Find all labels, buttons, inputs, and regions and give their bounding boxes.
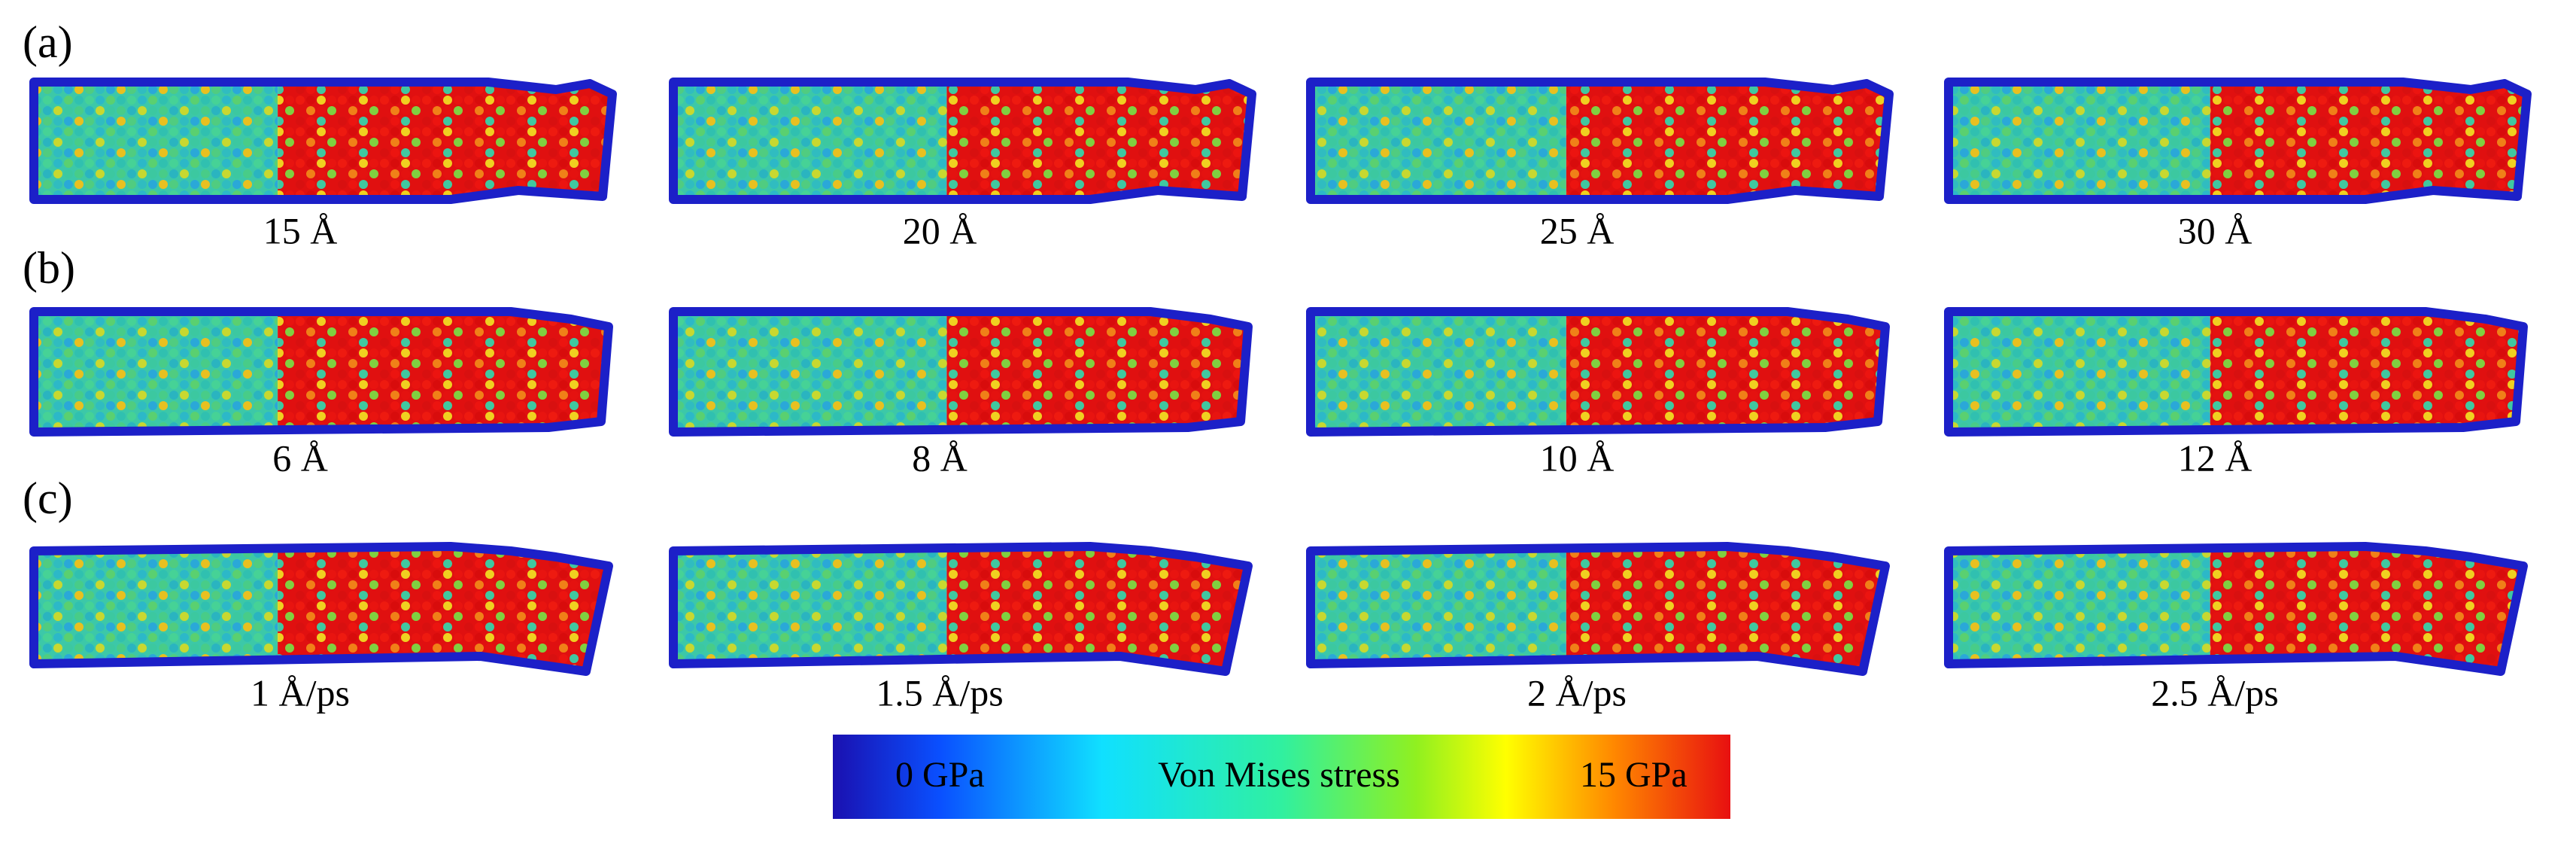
specimen xyxy=(34,546,609,671)
specimen-outline xyxy=(1944,78,2532,204)
panel-caption: 15 Å xyxy=(263,209,338,251)
specimen-outline xyxy=(1306,542,1890,676)
specimen xyxy=(34,312,609,432)
low-stress-region xyxy=(34,546,278,671)
low-stress-region xyxy=(34,82,278,199)
low-stress-region xyxy=(673,82,947,199)
high-stress-region xyxy=(278,312,609,432)
high-stress-region xyxy=(2210,312,2523,432)
row-label: (a) xyxy=(23,17,73,67)
high-stress-region xyxy=(278,82,612,199)
specimen xyxy=(34,82,612,199)
specimen xyxy=(673,546,1248,671)
specimen xyxy=(1949,82,2527,199)
low-stress-region xyxy=(1949,82,2210,199)
low-stress-region xyxy=(1311,312,1566,432)
row-label: (c) xyxy=(23,473,73,523)
specimen xyxy=(1311,546,1885,671)
high-stress-region xyxy=(2210,82,2527,199)
high-stress-region xyxy=(2210,546,2523,671)
low-stress-region xyxy=(1311,82,1566,199)
low-stress-region xyxy=(1949,546,2210,671)
panel-caption: 12 Å xyxy=(2178,437,2252,479)
high-stress-region xyxy=(1566,82,1889,199)
low-stress-region xyxy=(673,546,947,671)
colorbar-title: Von Mises stress xyxy=(1158,755,1400,795)
specimen-outline xyxy=(669,542,1253,676)
specimen-outline xyxy=(669,78,1256,204)
panel-caption: 25 Å xyxy=(1540,209,1615,251)
colorbar-min: 0 GPa xyxy=(895,755,985,795)
specimen xyxy=(1949,546,2523,671)
panel-caption: 1.5 Å/ps xyxy=(876,671,1003,714)
panel-caption: 10 Å xyxy=(1540,437,1615,479)
panel-caption: 8 Å xyxy=(912,437,968,479)
specimen-outline xyxy=(29,542,613,676)
specimen xyxy=(1311,82,1889,199)
specimen xyxy=(1311,312,1885,432)
high-stress-region xyxy=(946,82,1252,199)
colorbar-max: 15 GPa xyxy=(1580,755,1687,795)
specimen-outline xyxy=(669,307,1253,437)
panel-caption: 30 Å xyxy=(2178,209,2252,251)
specimen xyxy=(1949,312,2523,432)
specimen-outline xyxy=(1306,78,1894,204)
colorbar-gradient xyxy=(833,735,1730,819)
low-stress-region xyxy=(1311,546,1566,671)
high-stress-region xyxy=(946,546,1248,671)
low-stress-region xyxy=(673,312,947,432)
specimen-outline xyxy=(1944,542,2528,676)
row-label: (b) xyxy=(23,243,75,293)
panel-caption: 6 Å xyxy=(272,437,328,479)
panel-caption: 1 Å/ps xyxy=(251,671,350,714)
panel-caption: 2.5 Å/ps xyxy=(2151,671,2278,714)
panel-caption: 20 Å xyxy=(903,209,977,251)
specimen-outline xyxy=(1306,307,1890,437)
panels: (a) 15 Å 20 Å 25 Å 30 Å (b) 6 Å 8 Å 10 Å 12 Å (c) 1… xyxy=(23,17,2532,714)
specimen-outline xyxy=(1944,307,2528,437)
high-stress-region xyxy=(946,312,1248,432)
specimen-outline xyxy=(29,307,613,437)
high-stress-region xyxy=(1566,312,1885,432)
low-stress-region xyxy=(34,312,278,432)
high-stress-region xyxy=(278,546,609,671)
colorbar: 0 GPa Von Mises stress 15 GPa xyxy=(833,735,1730,819)
low-stress-region xyxy=(1949,312,2210,432)
specimen-outline xyxy=(29,78,617,204)
specimen xyxy=(673,82,1252,199)
panel-caption: 2 Å/ps xyxy=(1527,671,1627,714)
high-stress-region xyxy=(1566,546,1885,671)
specimen xyxy=(673,312,1248,432)
